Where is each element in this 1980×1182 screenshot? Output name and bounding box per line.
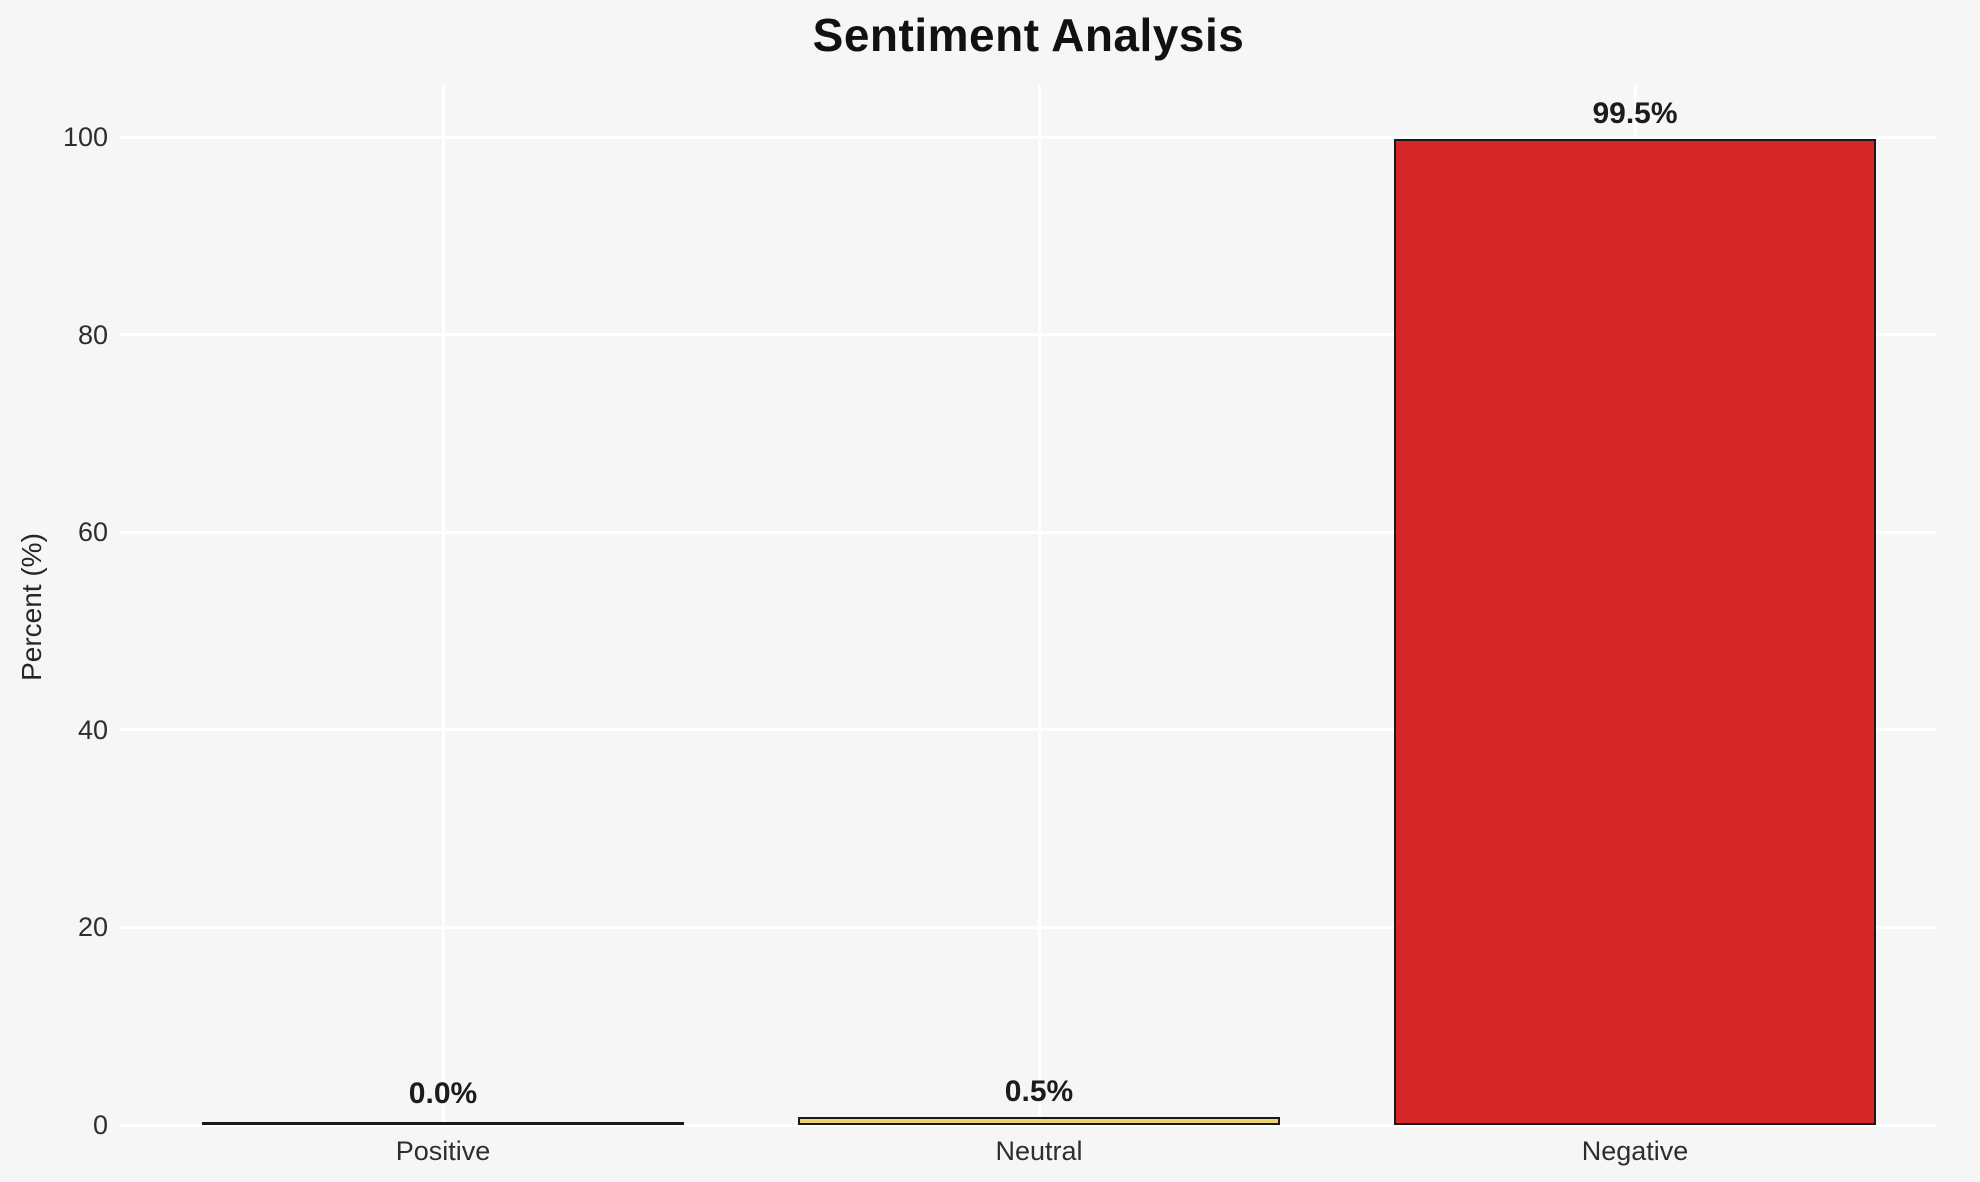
bar-neutral	[798, 1117, 1280, 1125]
y-tick-label: 0	[92, 1110, 108, 1140]
y-tick-label: 80	[77, 319, 108, 350]
y-tick-label: 40	[77, 714, 108, 745]
x-tick-label-negative: Negative	[1581, 1136, 1689, 1166]
y-gridline	[120, 728, 1937, 732]
y-tick-label: 100	[62, 122, 108, 152]
y-gridline	[120, 333, 1937, 337]
y-gridline	[120, 135, 1937, 139]
y-tick-label: 60	[77, 517, 108, 548]
bar-negative	[1394, 139, 1876, 1125]
x-tick-label-neutral: Neutral	[995, 1136, 1083, 1166]
x-gridline	[1037, 85, 1041, 1125]
x-tick-label-positive: Positive	[395, 1136, 491, 1166]
bar-value-label: 0.5%	[1004, 1074, 1074, 1108]
bar-value-label: 99.5%	[1592, 96, 1678, 130]
y-gridline	[120, 530, 1937, 534]
chart-title: Sentiment Analysis	[812, 9, 1245, 61]
bar-value-label: 0.0%	[408, 1077, 478, 1110]
y-tick-label: 20	[77, 912, 108, 943]
bar-positive	[202, 1122, 684, 1125]
y-gridline	[120, 1123, 1937, 1127]
y-gridline	[120, 925, 1937, 929]
x-gridline	[441, 85, 445, 1125]
